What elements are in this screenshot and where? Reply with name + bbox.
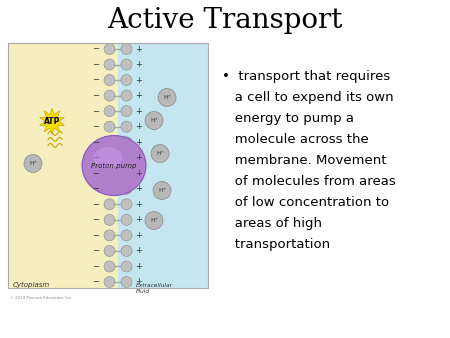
Text: −: − [93, 246, 99, 256]
Circle shape [104, 214, 115, 225]
Text: +: + [135, 76, 143, 84]
Circle shape [104, 168, 115, 179]
Circle shape [104, 121, 115, 132]
Circle shape [104, 261, 115, 272]
Text: −: − [93, 91, 99, 100]
Text: H⁺: H⁺ [163, 95, 171, 100]
Polygon shape [40, 108, 64, 135]
Circle shape [24, 154, 42, 172]
Text: +: + [135, 122, 143, 131]
Circle shape [121, 183, 132, 194]
Circle shape [121, 106, 132, 117]
Text: +: + [135, 60, 143, 69]
Circle shape [104, 199, 115, 210]
Text: +: + [135, 106, 143, 116]
Text: −: − [93, 60, 99, 69]
Text: areas of high: areas of high [222, 217, 322, 230]
Text: −: − [93, 138, 99, 147]
Text: +: + [135, 45, 143, 53]
Bar [8, 43, 118, 288]
Circle shape [121, 199, 132, 210]
Text: of molecules from areas: of molecules from areas [222, 175, 396, 188]
Text: transportation: transportation [222, 238, 330, 251]
Text: −: − [93, 122, 99, 131]
Text: Active Transport: Active Transport [107, 6, 343, 33]
Text: © 2014 Pearson Education, Inc.: © 2014 Pearson Education, Inc. [10, 296, 72, 300]
Text: H⁺: H⁺ [156, 151, 164, 156]
Circle shape [104, 183, 115, 194]
Circle shape [121, 59, 132, 70]
Circle shape [121, 137, 132, 148]
Circle shape [104, 230, 115, 241]
Text: +: + [135, 231, 143, 240]
Bar [8, 43, 208, 288]
Text: −: − [93, 215, 99, 224]
Text: −: − [93, 200, 99, 209]
Circle shape [104, 137, 115, 148]
Circle shape [153, 182, 171, 199]
Circle shape [121, 276, 132, 288]
Circle shape [104, 152, 115, 163]
Text: Proton pump: Proton pump [91, 163, 137, 169]
Text: H⁺: H⁺ [158, 188, 166, 193]
Bar [118, 43, 208, 288]
Circle shape [121, 121, 132, 132]
Text: H⁺: H⁺ [150, 218, 158, 223]
Text: +: + [135, 91, 143, 100]
Circle shape [104, 59, 115, 70]
Text: of low concentration to: of low concentration to [222, 196, 389, 209]
Text: +: + [135, 215, 143, 224]
Text: Cytoplasm: Cytoplasm [13, 282, 50, 288]
Circle shape [121, 152, 132, 163]
Text: a cell to expend its own: a cell to expend its own [222, 91, 394, 104]
Text: −: − [93, 45, 99, 53]
Circle shape [145, 212, 163, 230]
Circle shape [104, 90, 115, 101]
Text: −: − [93, 277, 99, 287]
Text: +: + [135, 138, 143, 147]
Text: energy to pump a: energy to pump a [222, 112, 354, 125]
Circle shape [121, 44, 132, 54]
Circle shape [158, 89, 176, 106]
Circle shape [121, 261, 132, 272]
Circle shape [121, 245, 132, 257]
Text: +: + [135, 153, 143, 162]
Text: −: − [93, 106, 99, 116]
Text: +: + [135, 262, 143, 271]
Circle shape [104, 44, 115, 54]
Circle shape [104, 106, 115, 117]
Text: H⁺: H⁺ [150, 118, 158, 123]
Text: +: + [135, 184, 143, 193]
Text: H⁺: H⁺ [29, 161, 37, 166]
Ellipse shape [82, 136, 146, 195]
Circle shape [104, 276, 115, 288]
Text: +: + [135, 246, 143, 256]
Text: −: − [93, 262, 99, 271]
Text: ATP: ATP [44, 117, 60, 126]
Text: −: − [93, 184, 99, 193]
Text: Extracellular
Fluid: Extracellular Fluid [136, 283, 173, 294]
Text: −: − [93, 76, 99, 84]
Text: −: − [93, 153, 99, 162]
Ellipse shape [94, 147, 122, 168]
Circle shape [121, 90, 132, 101]
Circle shape [121, 75, 132, 86]
Text: +: + [135, 277, 143, 287]
Circle shape [145, 112, 163, 129]
Circle shape [121, 214, 132, 225]
Text: •  transport that requires: • transport that requires [222, 70, 390, 83]
Text: molecule across the: molecule across the [222, 133, 369, 146]
Text: −: − [93, 169, 99, 178]
Circle shape [121, 168, 132, 179]
Circle shape [121, 230, 132, 241]
Text: membrane. Movement: membrane. Movement [222, 154, 387, 167]
Text: −: − [93, 231, 99, 240]
Text: +: + [135, 200, 143, 209]
Text: +: + [135, 169, 143, 178]
Circle shape [151, 145, 169, 163]
Circle shape [104, 245, 115, 257]
Circle shape [104, 75, 115, 86]
